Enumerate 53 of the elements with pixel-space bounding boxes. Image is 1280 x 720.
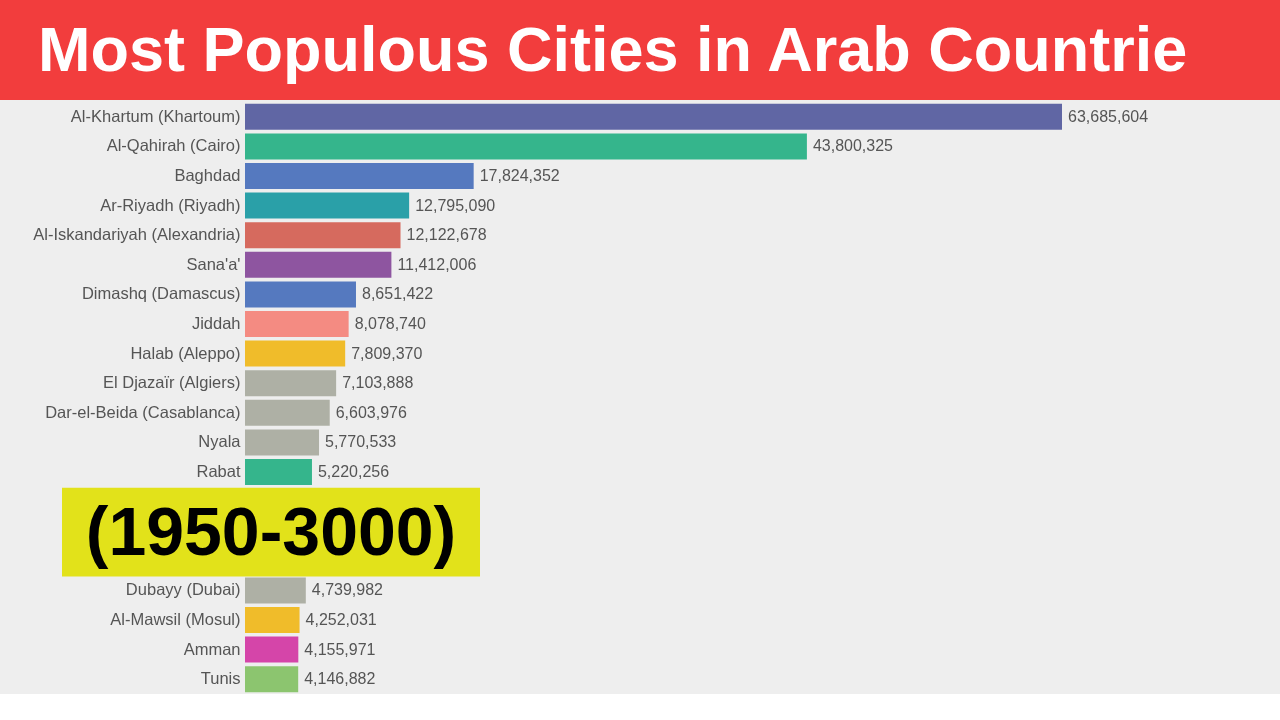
y-tick-label: Tunis [200,669,241,688]
bar [245,370,337,397]
bar [245,133,807,160]
bar [245,636,299,663]
data-label: 17,824,352 [479,167,560,184]
annotation: (1950-3000) [85,493,457,570]
y-tick-label: Halab (Aleppo) [130,343,241,362]
bar [245,340,346,367]
bar [245,103,1062,130]
y-tick-label: Al-Mawsil (Mosul) [110,610,241,628]
bar [245,162,474,190]
data-label: 7,103,888 [342,374,414,392]
data-label: 12,795,090 [415,196,496,214]
bar [245,251,392,278]
data-label: 43,800,325 [812,137,894,155]
data-label: 8,078,740 [354,315,426,332]
y-tick-label: Rabat [196,462,241,480]
y-tick-label: El Djazaïr (Algiers) [102,373,241,392]
data-label: 11,412,006 [397,255,477,273]
bar [245,310,349,338]
y-tick-label: Al-Qahirah (Cairo) [106,136,241,155]
bar [245,458,312,486]
y-tick-label: Jiddah [191,314,241,332]
data-label: 5,770,533 [325,433,397,451]
data-label: 4,252,031 [305,611,377,628]
bar [245,429,320,456]
bar [245,222,401,249]
y-tick-label: Nyala [198,432,242,451]
y-tick-label: Ar-Riyadh (Riyadh) [100,195,241,214]
data-label: 8,651,422 [361,285,434,303]
y-tick-label: Al-Iskandariyah (Alexandria) [33,225,241,244]
y-tick-label: Sana'a' [186,254,241,273]
y-tick-label: Dimashq (Damascus) [81,284,241,303]
data-label: 63,685,604 [1068,107,1149,125]
bar [245,192,410,219]
bar [245,577,306,604]
chart-title: Most Populous Cities in Arab Countrie [38,14,1188,84]
bar [245,281,356,308]
bar [245,666,299,693]
data-label: 4,155,971 [304,640,376,658]
data-label: 4,739,982 [311,581,384,599]
bar [245,399,330,426]
data-label: 12,122,678 [406,226,487,244]
y-tick-label: Amman [183,639,241,658]
y-tick-label: Dubayy (Dubai) [125,580,241,599]
y-tick-label: Al-Khartum (Khartoum) [70,106,241,125]
data-label: 7,809,370 [351,344,423,362]
data-label: 6,603,976 [335,403,407,421]
y-tick-label: Baghdad [174,166,241,184]
data-label: 4,146,882 [304,670,376,688]
data-label: 5,220,256 [317,463,390,480]
bar [245,606,300,634]
y-tick-label: Dar-el-Beida (Casablanca) [45,402,241,421]
